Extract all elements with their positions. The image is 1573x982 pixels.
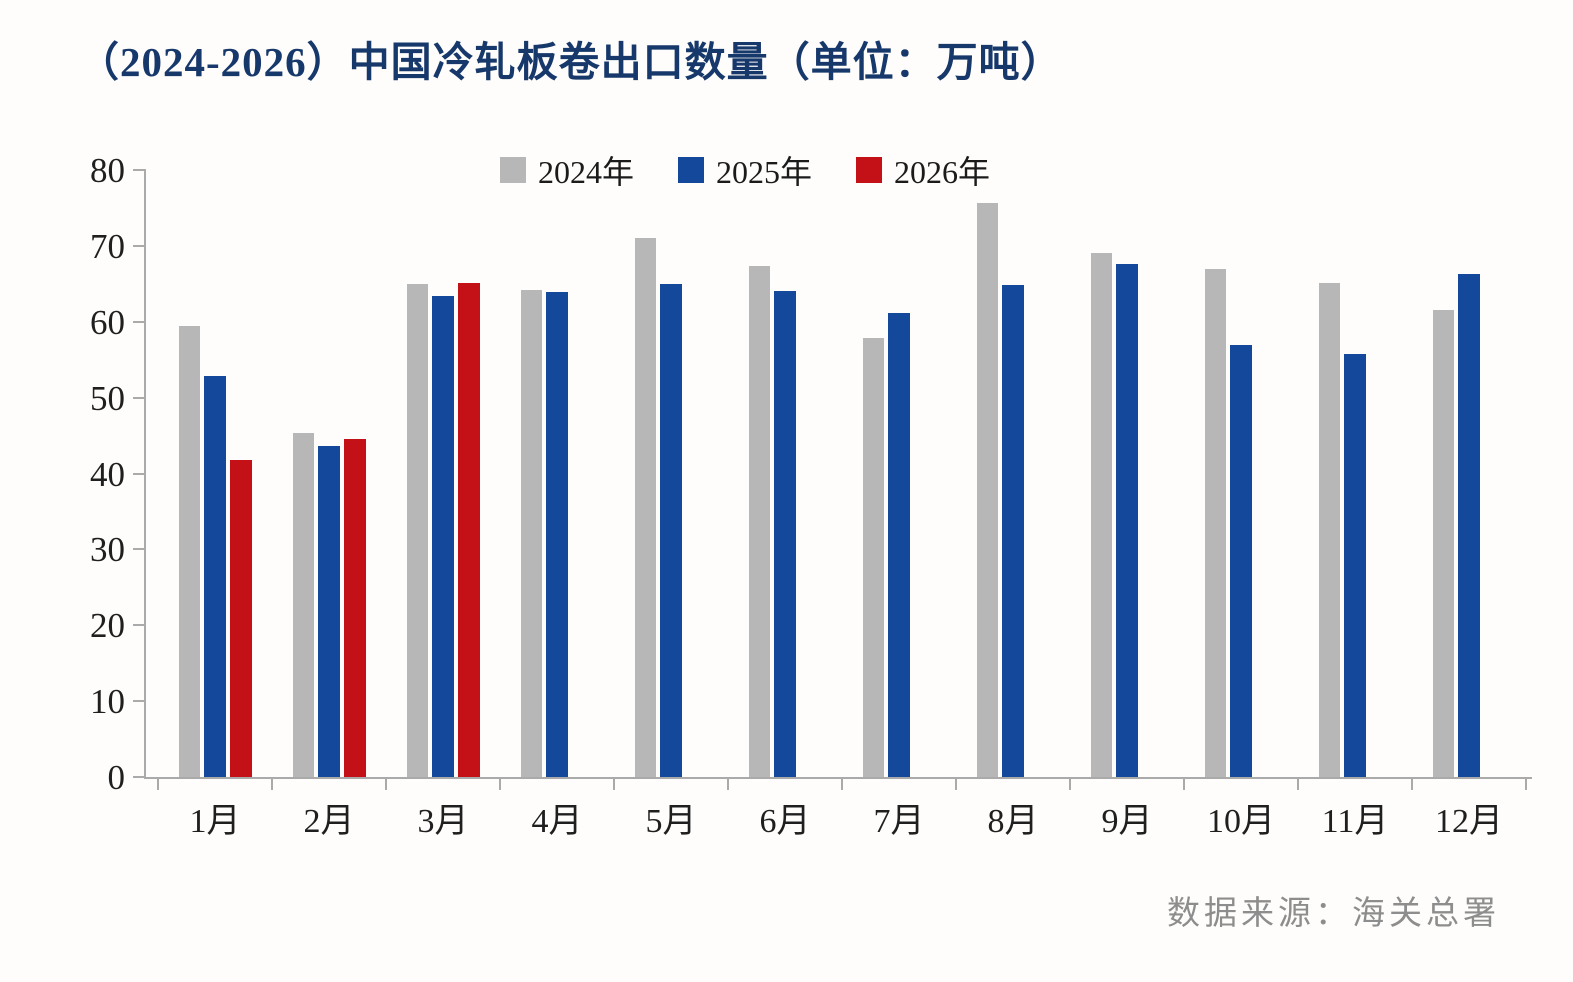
bar-2024年-7月 — [862, 338, 884, 777]
bar-2024年-1月 — [178, 326, 200, 777]
y-axis-tick — [133, 624, 145, 627]
legend-item-2025年: 2025年 — [678, 147, 812, 193]
x-axis-tick — [157, 777, 159, 790]
x-axis-tick — [613, 777, 615, 790]
bar-2024年-3月 — [406, 283, 428, 777]
bar-2025年-4月 — [546, 292, 568, 777]
legend-item-2024年: 2024年 — [500, 147, 634, 193]
y-axis-tick — [133, 169, 145, 171]
y-tick-label: 40 — [90, 454, 125, 494]
legend-label: 2026年 — [894, 154, 991, 190]
y-tick-label: 30 — [90, 530, 125, 570]
x-axis-tick — [1411, 777, 1413, 790]
legend-item-2026年: 2026年 — [856, 147, 990, 193]
y-axis-tick — [133, 548, 145, 551]
y-axis-tick — [133, 396, 145, 399]
bar-2025年-8月 — [1002, 284, 1024, 777]
bar-2025年-6月 — [774, 290, 796, 777]
bar-2024年-8月 — [976, 203, 998, 777]
data-source-note: 数据来源：海关总署 — [1167, 896, 1500, 932]
bar-2025年-3月 — [432, 295, 454, 777]
bar-2025年-11月 — [1344, 353, 1366, 777]
bar-2025年-7月 — [888, 312, 910, 777]
legend-swatch-icon — [678, 157, 705, 183]
bar-2025年-5月 — [660, 283, 682, 777]
y-tick-label: 80 — [90, 151, 125, 190]
x-axis-tick — [499, 777, 501, 790]
bar-2024年-5月 — [634, 237, 656, 777]
x-axis-label: 1月 — [189, 803, 241, 840]
x-axis-label: 4月 — [531, 803, 583, 840]
bar-2024年-10月 — [1204, 269, 1226, 777]
x-axis-label: 3月 — [417, 803, 469, 840]
y-axis-tick — [133, 700, 145, 703]
bar-2026年-1月 — [230, 459, 252, 777]
x-axis-label: 8月 — [987, 803, 1039, 840]
y-tick-label: 20 — [90, 606, 125, 646]
x-axis-label: 9月 — [1101, 803, 1153, 840]
y-tick-label: 50 — [90, 378, 125, 418]
y-axis-tick — [133, 244, 145, 247]
x-axis-label: 11月 — [1321, 803, 1389, 840]
x-axis-label: 5月 — [645, 803, 697, 840]
chart-title: （2024-2026）中国冷轧板卷出口数量（单位：万吨） — [78, 39, 1063, 85]
x-axis-label: 10月 — [1207, 803, 1275, 840]
legend-label: 2025年 — [716, 154, 813, 190]
x-axis-tick — [1297, 777, 1299, 790]
x-axis-tick — [1183, 777, 1185, 790]
x-axis-label: 2月 — [303, 803, 355, 840]
x-axis-tick — [1069, 777, 1071, 790]
legend: 2024年 2025年 2026年 — [500, 147, 990, 193]
legend-swatch-icon — [856, 157, 883, 183]
y-tick-label: 60 — [90, 302, 125, 342]
bar-2024年-9月 — [1090, 253, 1112, 777]
legend-swatch-icon — [500, 157, 526, 183]
x-axis-line — [144, 777, 1532, 779]
bar-2024年-6月 — [748, 265, 770, 777]
y-axis-tick — [133, 776, 145, 778]
bar-2026年-2月 — [344, 439, 366, 777]
x-axis-tick — [841, 777, 843, 790]
x-axis-tick — [271, 777, 273, 790]
bar-2025年-10月 — [1230, 345, 1252, 777]
bar-2025年-1月 — [204, 376, 226, 777]
y-tick-label: 0 — [107, 758, 126, 797]
x-axis-tick — [955, 777, 957, 790]
bar-2025年-12月 — [1458, 273, 1480, 777]
bar-2026年-3月 — [458, 283, 480, 777]
y-tick-label: 70 — [90, 226, 125, 266]
x-axis-tick — [385, 777, 387, 790]
y-tick-label: 10 — [90, 682, 125, 722]
x-axis-label: 7月 — [873, 803, 925, 840]
bar-2024年-11月 — [1318, 283, 1340, 777]
y-axis-tick — [133, 472, 145, 475]
bar-2024年-12月 — [1432, 309, 1454, 777]
bar-2024年-2月 — [292, 433, 314, 777]
x-axis-tick — [727, 777, 729, 790]
x-axis-tick — [1525, 777, 1527, 790]
bar-2024年-4月 — [520, 289, 542, 777]
bar-2025年-2月 — [318, 446, 340, 777]
bar-2025年-9月 — [1116, 264, 1138, 777]
x-axis-label: 12月 — [1435, 803, 1503, 840]
legend-label: 2024年 — [538, 154, 635, 190]
y-axis-line — [144, 169, 146, 779]
x-axis-label: 6月 — [759, 803, 811, 840]
y-axis-tick — [133, 320, 145, 323]
